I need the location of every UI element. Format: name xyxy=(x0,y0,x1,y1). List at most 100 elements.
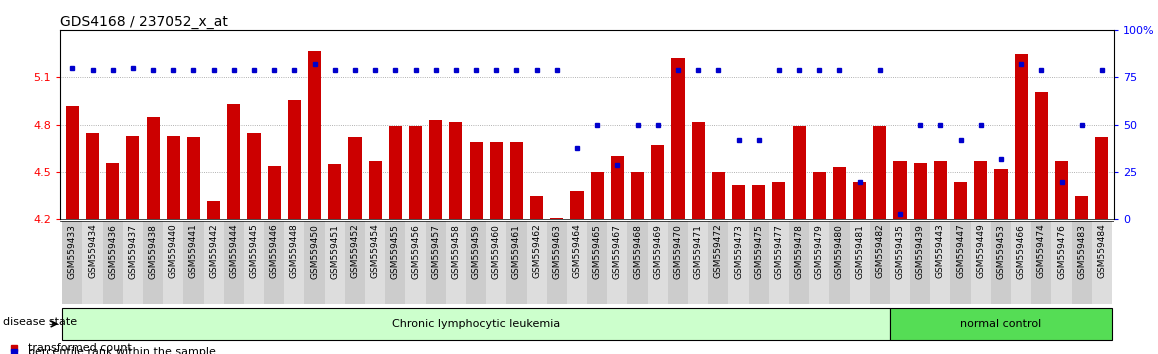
Bar xyxy=(550,218,564,354)
Text: GSM559439: GSM559439 xyxy=(916,224,925,279)
Text: GSM559442: GSM559442 xyxy=(210,224,218,278)
Bar xyxy=(789,221,809,304)
Text: transformed count: transformed count xyxy=(28,343,132,353)
Text: GSM559462: GSM559462 xyxy=(533,224,541,279)
Bar xyxy=(163,221,183,304)
Bar xyxy=(1055,161,1068,354)
Text: GSM559480: GSM559480 xyxy=(835,224,844,279)
Text: GSM559438: GSM559438 xyxy=(148,224,157,279)
Bar xyxy=(126,136,139,354)
Text: GSM559474: GSM559474 xyxy=(1036,224,1046,279)
Text: GSM559478: GSM559478 xyxy=(794,224,804,279)
Bar xyxy=(426,221,446,304)
Text: GSM559483: GSM559483 xyxy=(1077,224,1086,279)
Bar xyxy=(285,221,305,304)
Text: GSM559440: GSM559440 xyxy=(169,224,178,279)
Text: GSM559434: GSM559434 xyxy=(88,224,97,279)
Text: GSM559464: GSM559464 xyxy=(572,224,581,279)
Bar xyxy=(123,221,142,304)
Bar xyxy=(183,221,204,304)
Bar xyxy=(446,221,466,304)
Text: GSM559476: GSM559476 xyxy=(1057,224,1067,279)
Text: GSM559454: GSM559454 xyxy=(371,224,380,279)
Bar xyxy=(833,167,846,354)
Text: GSM559471: GSM559471 xyxy=(694,224,703,279)
Bar xyxy=(386,221,405,304)
Bar xyxy=(610,156,624,354)
Text: GSM559457: GSM559457 xyxy=(431,224,440,279)
Text: percentile rank within the sample: percentile rank within the sample xyxy=(28,347,215,354)
Bar xyxy=(567,221,587,304)
Bar xyxy=(223,221,244,304)
Bar xyxy=(910,221,930,304)
Text: GSM559467: GSM559467 xyxy=(613,224,622,279)
Bar xyxy=(587,221,607,304)
Text: normal control: normal control xyxy=(960,319,1041,329)
Text: GSM559448: GSM559448 xyxy=(290,224,299,279)
Bar xyxy=(894,161,907,354)
Bar xyxy=(527,221,547,304)
Text: GSM559463: GSM559463 xyxy=(552,224,562,279)
Bar xyxy=(349,137,361,354)
Bar xyxy=(853,182,866,354)
Text: GSM559482: GSM559482 xyxy=(875,224,885,279)
Text: GSM559469: GSM559469 xyxy=(653,224,662,279)
Bar xyxy=(103,221,123,304)
Text: GSM559465: GSM559465 xyxy=(593,224,602,279)
Bar xyxy=(769,221,789,304)
Bar xyxy=(709,221,728,304)
Bar xyxy=(449,122,462,354)
Bar xyxy=(889,221,910,304)
Bar xyxy=(933,161,947,354)
Bar xyxy=(991,221,1011,304)
Bar xyxy=(365,221,386,304)
Text: Chronic lymphocytic leukemia: Chronic lymphocytic leukemia xyxy=(391,319,560,329)
Text: GSM559452: GSM559452 xyxy=(351,224,359,279)
Bar xyxy=(974,161,988,354)
Bar xyxy=(66,106,79,354)
Bar xyxy=(389,126,402,354)
Bar xyxy=(305,221,324,304)
Text: GSM559460: GSM559460 xyxy=(492,224,500,279)
Bar xyxy=(328,164,342,354)
Text: GSM559477: GSM559477 xyxy=(775,224,783,279)
Text: GSM559461: GSM559461 xyxy=(512,224,521,279)
Text: GSM559453: GSM559453 xyxy=(996,224,1005,279)
Bar xyxy=(244,221,264,304)
Bar xyxy=(753,185,765,354)
Text: GSM559468: GSM559468 xyxy=(633,224,642,279)
Bar xyxy=(63,308,889,340)
Bar xyxy=(267,166,280,354)
Bar xyxy=(930,221,951,304)
Bar xyxy=(147,117,160,354)
Bar xyxy=(1071,221,1092,304)
Bar xyxy=(1032,221,1051,304)
Text: GSM559443: GSM559443 xyxy=(936,224,945,279)
Bar xyxy=(829,221,850,304)
Bar xyxy=(970,221,991,304)
Bar xyxy=(107,163,119,354)
Bar xyxy=(227,104,241,354)
Text: GSM559458: GSM559458 xyxy=(452,224,461,279)
Bar xyxy=(1014,54,1027,354)
Text: GSM559445: GSM559445 xyxy=(249,224,258,279)
Text: GSM559437: GSM559437 xyxy=(129,224,138,279)
Text: GSM559447: GSM559447 xyxy=(957,224,965,279)
Text: GDS4168 / 237052_x_at: GDS4168 / 237052_x_at xyxy=(60,15,228,29)
Bar xyxy=(914,163,926,354)
Bar xyxy=(668,221,688,304)
Text: GSM559456: GSM559456 xyxy=(411,224,420,279)
Bar xyxy=(167,136,179,354)
Text: GSM559479: GSM559479 xyxy=(815,224,823,279)
Text: GSM559449: GSM559449 xyxy=(976,224,985,279)
Bar xyxy=(142,221,163,304)
Bar xyxy=(889,308,1112,340)
Bar xyxy=(86,133,100,354)
Bar xyxy=(510,142,523,354)
Bar xyxy=(571,191,584,354)
Bar xyxy=(792,126,806,354)
Bar xyxy=(1035,92,1048,354)
Bar xyxy=(647,221,668,304)
Bar xyxy=(631,172,644,354)
Bar xyxy=(688,221,709,304)
